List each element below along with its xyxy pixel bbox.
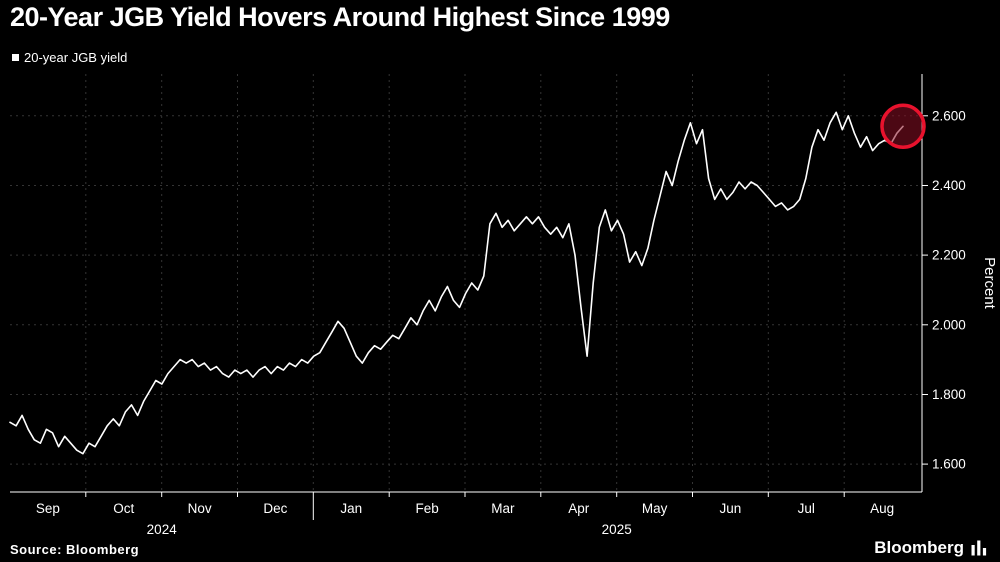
- x-tick-label: Aug: [870, 501, 894, 516]
- bloomberg-logo-icon: [971, 540, 987, 556]
- y-tick-label: 2.000: [932, 317, 966, 332]
- legend: 20-year JGB yield: [12, 50, 127, 65]
- yield-line: [9, 111, 904, 455]
- source-text: Source: Bloomberg: [10, 542, 140, 557]
- bloomberg-brand: Bloomberg: [874, 538, 988, 558]
- page-title: 20-Year JGB Yield Hovers Around Highest …: [10, 2, 670, 32]
- legend-label: 20-year JGB yield: [24, 50, 128, 65]
- yield-chart: 1.600 1.800 2.000 2.200 2.400 2.600 Percent Sep…: [9, 74, 998, 537]
- y-axis-title: Percent: [981, 257, 998, 310]
- y-tick-label: 2.200: [932, 248, 966, 263]
- highlight-circle: [880, 103, 926, 150]
- x-tick-label: Jun: [720, 501, 742, 516]
- bloomberg-wordmark: Bloomberg: [874, 538, 964, 557]
- x-tick-label: Apr: [568, 501, 590, 516]
- legend-marker-icon: [12, 54, 19, 61]
- x-year-label: 2024: [147, 522, 178, 537]
- x-tick-label: Oct: [113, 501, 134, 516]
- x-tick-label: Sep: [36, 501, 60, 516]
- x-tick-label: Jan: [340, 501, 362, 516]
- x-tick-label: May: [642, 501, 668, 516]
- y-tick-label: 1.800: [932, 387, 966, 402]
- y-tick-label: 2.400: [932, 178, 966, 193]
- x-tick-label: Feb: [415, 501, 438, 516]
- x-year-label: 2025: [602, 522, 632, 537]
- x-tick-label: Dec: [263, 501, 287, 516]
- x-tick-label: Nov: [188, 501, 212, 516]
- x-tick-label: Jul: [798, 501, 815, 516]
- y-tick-label: 2.600: [932, 108, 966, 123]
- x-tick-label: Mar: [491, 501, 515, 516]
- y-tick-label: 1.600: [932, 457, 966, 472]
